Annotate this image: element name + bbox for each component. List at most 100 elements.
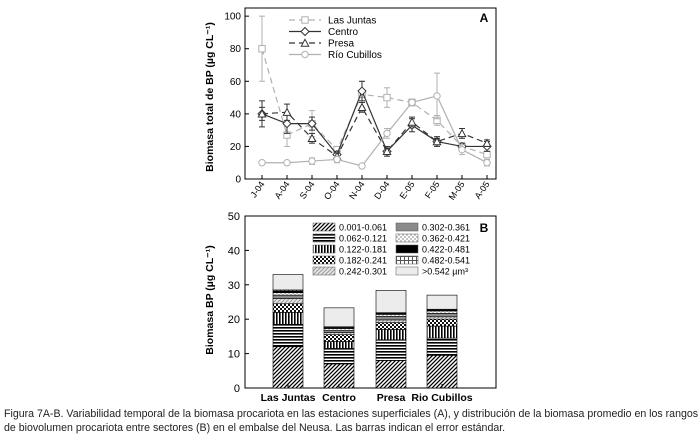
legend-marker <box>301 16 309 24</box>
data-point <box>382 146 392 156</box>
data-point <box>258 45 266 53</box>
x-tick-label: O-04 <box>322 179 342 201</box>
data-point <box>308 157 316 165</box>
bar-segment <box>426 337 458 356</box>
x-tick-label: E-05 <box>398 179 417 200</box>
legend-label: >0.542 µm³ <box>422 267 468 277</box>
panel-a-y-axis-label: Biomasa total de BP (µg CL⁻¹) <box>204 22 216 172</box>
legend-label: 0.422-0.481 <box>422 245 470 255</box>
y-tick-label: 50 <box>228 211 240 223</box>
data-point <box>258 159 266 167</box>
x-tick-label: A-05 <box>473 179 492 200</box>
bar-segment <box>272 292 304 296</box>
data-point <box>407 117 417 126</box>
x-tick-label: A-04 <box>273 179 292 200</box>
bar-segment <box>375 360 407 389</box>
y-tick-label: 10 <box>228 349 240 361</box>
panel-a-series <box>257 15 492 170</box>
bar-segment <box>375 329 407 341</box>
bar-segment <box>375 339 407 361</box>
bar-segment <box>323 328 355 331</box>
legend-label: Centro <box>328 27 358 38</box>
bar-segment <box>375 319 407 323</box>
bar-segment <box>272 274 304 291</box>
panel-a-label: A <box>480 11 489 25</box>
bar-segment <box>426 310 458 314</box>
data-point <box>357 102 367 112</box>
bar-stack-las-juntas <box>272 274 304 389</box>
legend-label: 0.362-0.421 <box>422 234 470 244</box>
caption-line-2: de biovolumen procariota entre sectores … <box>4 422 506 434</box>
bar-segment <box>323 348 355 365</box>
bar-segment <box>375 314 407 317</box>
data-point <box>458 145 466 154</box>
panel-b-frame <box>244 215 497 389</box>
bar-segment <box>323 341 355 349</box>
bar-segment <box>426 355 458 389</box>
bar-segment <box>426 313 458 318</box>
bar-segment <box>375 322 407 330</box>
data-point <box>383 93 391 102</box>
panel-b-legend: 0.001-0.0610.062-0.1210.122-0.1810.182-0… <box>312 223 470 277</box>
bar-segment <box>426 316 458 320</box>
legend-swatch <box>312 266 336 276</box>
x-tick-label: S-04 <box>298 179 317 200</box>
bar-segment <box>272 294 304 299</box>
panel-b-x-ticks: Las Juntas Centro Presa Rio Cubillos <box>261 384 473 404</box>
series-line <box>261 106 488 158</box>
data-point <box>482 138 492 147</box>
series-r-o-cubillos <box>258 72 491 170</box>
legend-label: 0.122-0.181 <box>339 245 387 255</box>
series-centro <box>257 80 492 160</box>
bar-segment <box>375 290 407 313</box>
panel-b-y-ticks: 0 10 20 30 40 50 <box>228 211 249 395</box>
legend-label: Las Juntas <box>328 16 376 27</box>
data-point <box>307 133 317 142</box>
legend-marker <box>300 26 310 37</box>
x-tick-label: M-05 <box>447 179 467 202</box>
legend-swatch <box>312 244 336 254</box>
bar-stack-rio-cubillos <box>426 294 458 389</box>
bar-segment <box>323 330 355 333</box>
data-point <box>408 98 416 107</box>
y-tick-label: 100 <box>224 12 241 23</box>
data-point <box>358 162 366 170</box>
bar-segment <box>426 318 458 327</box>
panel-a-y-ticks: 0 20 40 60 80 100 <box>224 12 249 186</box>
legend-swatch <box>312 255 336 265</box>
bar-stack-centro <box>323 307 355 389</box>
bar-segment <box>272 312 304 325</box>
y-tick-label: 30 <box>228 280 240 292</box>
x-tick-label: Presa <box>377 392 406 404</box>
legend-swatch <box>395 255 419 265</box>
panel-b: B Biomasa BP (µg CL⁻¹) 0 10 20 30 40 50 Las J… <box>204 211 497 404</box>
panel-a-frame <box>244 7 497 180</box>
data-point <box>483 150 491 159</box>
caption-line-1: Figura 7A-B. Variabilidad temporal de la… <box>4 408 699 420</box>
series-line <box>261 48 488 156</box>
legend-label: 0.482-0.541 <box>422 256 470 266</box>
legend-label: Río Cubillos <box>328 50 382 61</box>
legend-label: 0.242-0.301 <box>339 267 387 277</box>
data-point <box>282 118 292 129</box>
figure-caption: Figura 7A-B. Variabilidad temporal de la… <box>4 407 699 435</box>
data-point <box>483 159 491 167</box>
panel-b-label: B <box>480 221 489 235</box>
y-tick-label: 60 <box>230 77 242 88</box>
bar-segment <box>272 298 304 305</box>
legend-label: 0.062-0.121 <box>339 234 387 244</box>
data-point <box>457 128 467 138</box>
bar-stack-presa <box>375 290 407 389</box>
x-tick-label: D-04 <box>372 179 391 201</box>
x-tick-label: N-04 <box>347 179 366 201</box>
y-tick-label: 20 <box>230 142 242 153</box>
data-point <box>432 136 442 146</box>
series-presa <box>257 101 492 160</box>
x-tick-label: Rio Cubillos <box>411 392 472 404</box>
y-tick-label: 40 <box>230 109 242 120</box>
series-line <box>262 95 488 167</box>
bar-segment <box>375 316 407 321</box>
y-tick-label: 0 <box>235 175 241 186</box>
